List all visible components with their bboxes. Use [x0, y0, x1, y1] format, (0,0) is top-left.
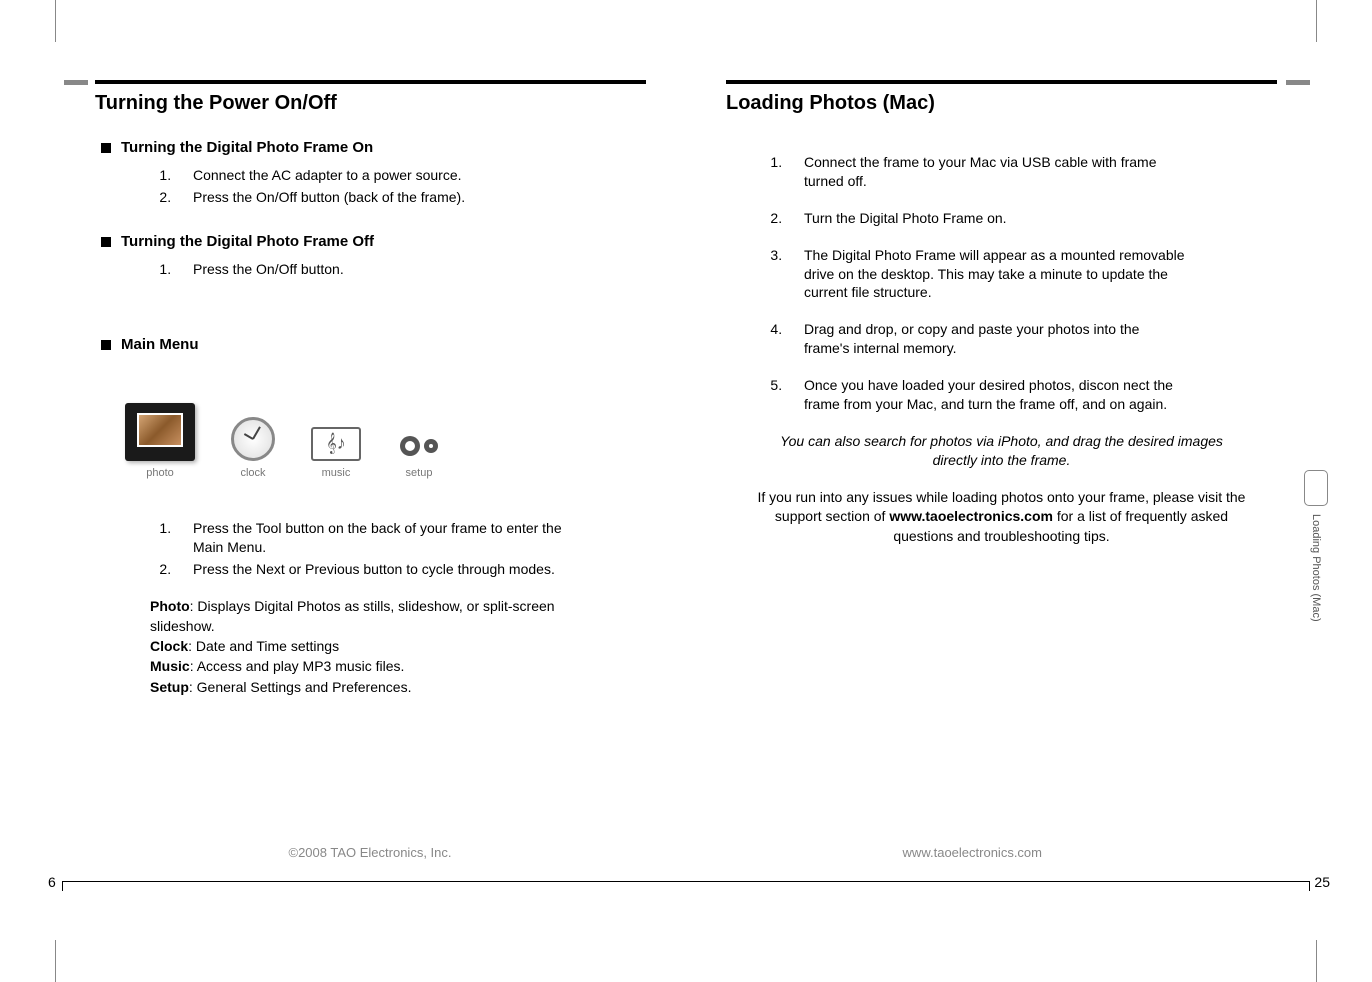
footer-copyright: ©2008 TAO Electronics, Inc.	[288, 845, 451, 860]
bullet-icon	[101, 237, 111, 247]
step-item: Once you have loaded your desired photos…	[786, 376, 1186, 414]
steps-mainmenu: Press the Tool button on the back of you…	[175, 519, 595, 580]
bullet-icon	[101, 143, 111, 153]
support-url: www.taoelectronics.com	[889, 508, 1053, 524]
step-item: The Digital Photo Frame will appear as a…	[786, 246, 1186, 303]
page-number-right: 25	[1314, 874, 1330, 890]
support-note: If you run into any issues while loading…	[754, 488, 1249, 547]
subhead-label: Main Menu	[121, 336, 199, 353]
steps-off: Press the On/Off button.	[175, 260, 646, 280]
subhead-frame-off: Turning the Digital Photo Frame Off	[121, 233, 646, 250]
photo-frame-icon	[125, 403, 195, 461]
step-item: Turn the Digital Photo Frame on.	[786, 209, 1186, 228]
subhead-label: Turning the Digital Photo Frame On	[121, 139, 373, 156]
steps-loading-mac: Connect the frame to your Mac via USB ca…	[786, 153, 1277, 414]
mode-label: Music	[150, 658, 190, 674]
subhead-main-menu: Main Menu	[121, 336, 646, 353]
step-item: Press the On/Off button (back of the fra…	[175, 188, 646, 208]
crop-mark	[1316, 940, 1317, 982]
music-icon: 𝄞♪	[311, 427, 361, 461]
mode-row: Clock: Date and Time settings	[150, 636, 580, 656]
icon-label: music	[322, 467, 351, 479]
section-rule	[95, 80, 646, 86]
icon-block-setup: setup	[397, 431, 441, 479]
mode-label: Setup	[150, 679, 189, 695]
step-item: Press the On/Off button.	[175, 260, 646, 280]
icon-block-photo: photo	[125, 403, 195, 479]
mode-descriptions: Photo: Displays Digital Photos as stills…	[150, 596, 580, 697]
mode-desc: : General Settings and Preferences.	[189, 679, 412, 695]
bullet-icon	[101, 340, 111, 350]
mode-desc: : Date and Time settings	[188, 638, 339, 654]
icon-label: clock	[240, 467, 265, 479]
crop-mark	[55, 0, 56, 42]
step-item: Press the Next or Previous button to cyc…	[175, 560, 595, 580]
section-title-loading: Loading Photos (Mac)	[726, 92, 1277, 115]
mode-desc: : Displays Digital Photos as stills, sli…	[150, 598, 555, 634]
mode-row: Music: Access and play MP3 music files.	[150, 656, 580, 676]
icon-block-clock: clock	[231, 417, 275, 479]
tab-box-icon	[1304, 470, 1328, 506]
step-item: Press the Tool button on the back of you…	[175, 519, 595, 558]
footer-url: www.taoelectronics.com	[903, 845, 1042, 860]
header-accent	[1286, 80, 1310, 85]
section-title-power: Turning the Power On/Off	[95, 92, 646, 115]
crop-mark	[55, 940, 56, 982]
mode-row: Photo: Displays Digital Photos as stills…	[150, 596, 580, 637]
side-tab: Loading Photos (Mac)	[1304, 470, 1328, 622]
gear-icon	[397, 431, 441, 461]
tab-label: Loading Photos (Mac)	[1310, 514, 1322, 622]
header-accent	[64, 80, 88, 85]
mode-desc: : Access and play MP3 music files.	[190, 658, 405, 674]
steps-on: Connect the AC adapter to a power source…	[175, 166, 646, 207]
step-item: Connect the frame to your Mac via USB ca…	[786, 153, 1186, 191]
left-page: Turning the Power On/Off Turning the Dig…	[95, 80, 646, 697]
iphoto-note: You can also search for photos via iPhot…	[766, 432, 1237, 470]
subhead-label: Turning the Digital Photo Frame Off	[121, 233, 374, 250]
footer-rule	[62, 881, 1310, 882]
icon-block-music: 𝄞♪ music	[311, 427, 361, 479]
page-spread: Turning the Power On/Off Turning the Dig…	[0, 0, 1372, 982]
step-item: Connect the AC adapter to a power source…	[175, 166, 646, 186]
clock-icon	[231, 417, 275, 461]
icon-label: photo	[146, 467, 174, 479]
mode-label: Clock	[150, 638, 188, 654]
menu-icons-row: photo clock 𝄞♪ music setup	[125, 403, 646, 479]
content-columns: Turning the Power On/Off Turning the Dig…	[40, 30, 1332, 697]
icon-label: setup	[406, 467, 433, 479]
section-rule	[726, 80, 1277, 86]
subhead-frame-on: Turning the Digital Photo Frame On	[121, 139, 646, 156]
page-number-left: 6	[48, 874, 56, 890]
mode-row: Setup: General Settings and Preferences.	[150, 677, 580, 697]
mode-label: Photo	[150, 598, 190, 614]
step-item: Drag and drop, or copy and paste your ph…	[786, 320, 1186, 358]
crop-mark	[1316, 0, 1317, 42]
right-page: Loading Photos (Mac) Connect the frame t…	[726, 80, 1277, 697]
